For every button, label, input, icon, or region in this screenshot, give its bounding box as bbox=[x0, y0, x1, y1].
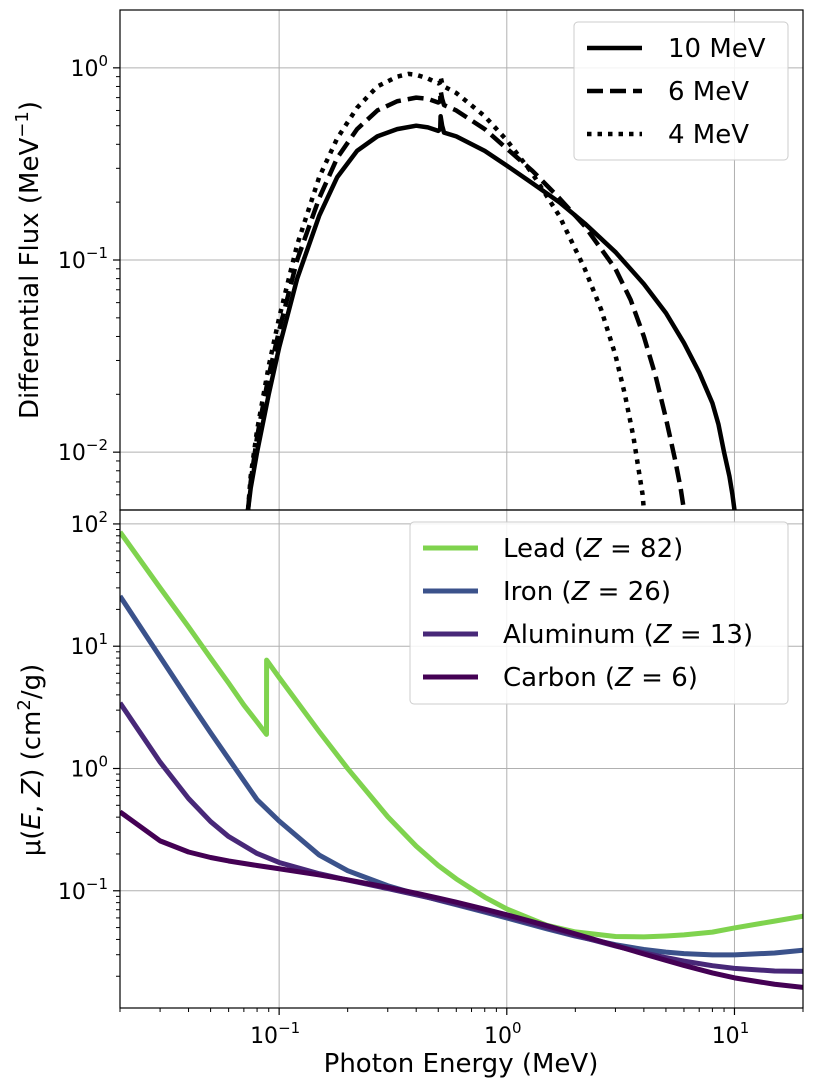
x-tick-label-1: 100 bbox=[484, 1019, 522, 1049]
x-tick-label-0: 10−1 bbox=[250, 1019, 300, 1049]
flux-y-tick-label-2: 10−2 bbox=[58, 436, 108, 466]
flux-legend: 10 MeV 6 MeV 4 MeV bbox=[573, 21, 789, 161]
flux-series-4-mev bbox=[245, 71, 647, 510]
legend-label-aluminum: Aluminum (Z = 13) bbox=[503, 620, 753, 650]
attenuation-legend: Lead (Z = 82) Iron (Z = 26) Aluminum (Z … bbox=[409, 521, 789, 705]
flux-lines bbox=[245, 71, 737, 510]
flux-series-6-mev bbox=[245, 88, 687, 510]
attenuation-y-axis-label: μ(E, Z) (cm2/g) bbox=[14, 664, 47, 857]
legend-label-4mev: 4 MeV bbox=[668, 120, 749, 150]
attenuation-lines bbox=[120, 530, 803, 990]
attenuation-series-lead bbox=[120, 530, 803, 940]
legend-label-10mev: 10 MeV bbox=[668, 34, 766, 64]
legend-label-iron: Iron (Z = 26) bbox=[503, 577, 671, 607]
attenuation-y-tick-label-2: 100 bbox=[70, 752, 108, 782]
attenuation-minor-ticks bbox=[116, 529, 804, 1012]
x-tick-label-2: 101 bbox=[712, 1019, 750, 1049]
flux-minor-ticks bbox=[116, 76, 120, 496]
attenuation-y-tick-label-0: 102 bbox=[70, 508, 108, 538]
attenuation-y-tick-label-3: 10−1 bbox=[58, 875, 108, 905]
attenuation-ticks: 10−1 100 101 102 101 100 10−1 bbox=[58, 508, 749, 1049]
attenuation-y-tick-label-1: 101 bbox=[70, 630, 108, 660]
legend-label-6mev: 6 MeV bbox=[668, 77, 749, 107]
x-axis-label: Photon Energy (MeV) bbox=[324, 1049, 599, 1079]
flux-y-tick-label-1: 10−1 bbox=[58, 244, 108, 274]
flux-y-tick-label-0: 100 bbox=[70, 52, 108, 82]
flux-y-ticks: 100 10−1 10−2 bbox=[58, 52, 120, 466]
flux-panel: 100 10−1 10−2 Differential Flux (MeV−1) 10… bbox=[12, 9, 804, 511]
legend-label-lead: Lead (Z = 82) bbox=[503, 534, 683, 564]
flux-series-10-mev bbox=[245, 113, 737, 510]
attenuation-series-carbon bbox=[120, 809, 803, 990]
attenuation-frame bbox=[119, 509, 804, 1009]
flux-y-axis-label: Differential Flux (MeV−1) bbox=[12, 101, 45, 419]
legend-label-carbon: Carbon (Z = 6) bbox=[503, 663, 698, 693]
